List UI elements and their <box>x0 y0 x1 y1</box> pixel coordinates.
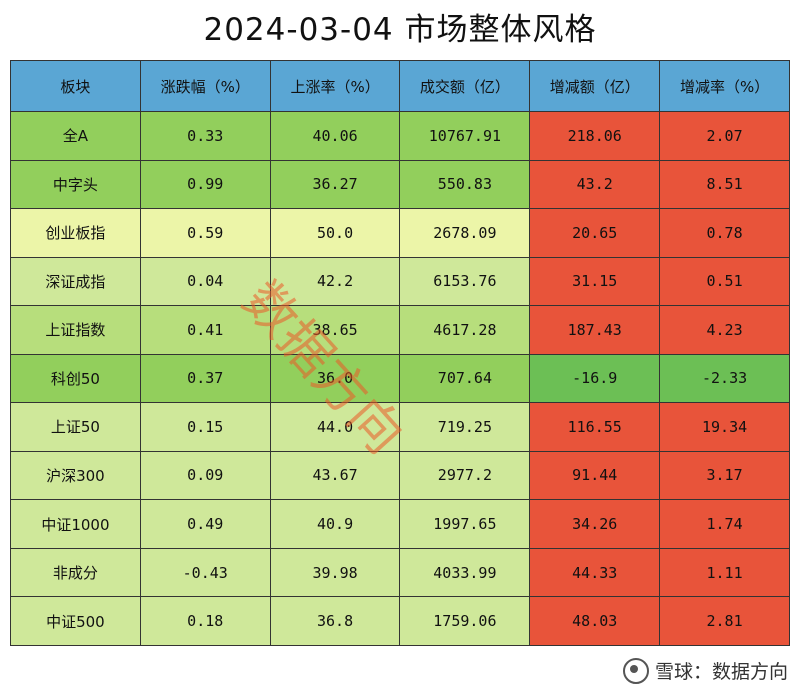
cell-delta-rate: 1.11 <box>659 547 790 598</box>
column-header-change: 涨跌幅（%） <box>139 60 271 112</box>
cell-turnover: 707.64 <box>399 353 531 404</box>
cell-delta-rate: 1.74 <box>659 499 790 549</box>
cell-rise-rate: 40.9 <box>269 499 401 549</box>
cell-turnover: 4617.28 <box>399 305 531 355</box>
cell-turnover: 2678.09 <box>399 208 531 258</box>
cell-delta: 20.65 <box>529 208 661 258</box>
snowball-logo-icon <box>622 657 649 684</box>
cell-change: 0.04 <box>139 256 271 307</box>
cell-rise-rate: 36.8 <box>269 596 401 646</box>
cell-change: 0.41 <box>139 305 271 355</box>
cell-delta-rate: 4.23 <box>659 305 790 355</box>
cell-delta: 34.26 <box>529 499 661 549</box>
table-row: 中证1000 0.49 40.9 1997.65 34.26 1.74 <box>10 499 790 549</box>
cell-turnover: 4033.99 <box>399 547 531 598</box>
cell-sector: 上证指数 <box>10 305 141 355</box>
cell-turnover: 10767.91 <box>399 111 531 161</box>
table-row: 中字头 0.99 36.27 550.83 43.2 8.51 <box>10 159 790 210</box>
cell-delta: 44.33 <box>529 547 661 598</box>
table-row: 上证50 0.15 44.0 719.25 116.55 19.34 <box>10 402 790 452</box>
cell-change: 0.37 <box>139 353 271 404</box>
cell-delta-rate: 2.07 <box>659 111 790 161</box>
column-header-delta-rate: 增减率（%） <box>659 60 790 112</box>
cell-delta-rate: 19.34 <box>659 402 790 452</box>
cell-change: -0.43 <box>139 547 271 598</box>
table-row: 深证成指 0.04 42.2 6153.76 31.15 0.51 <box>10 256 790 307</box>
cell-rise-rate: 50.0 <box>269 208 401 258</box>
cell-sector: 非成分 <box>10 547 141 598</box>
cell-sector: 沪深300 <box>10 450 141 501</box>
cell-rise-rate: 40.06 <box>269 111 401 161</box>
cell-change: 0.99 <box>139 159 271 210</box>
footer-credit: 雪球：数据方向 <box>622 657 788 684</box>
cell-turnover: 1759.06 <box>399 596 531 646</box>
cell-rise-rate: 43.67 <box>269 450 401 501</box>
cell-turnover: 2977.2 <box>399 450 531 501</box>
market-style-table: 板块 涨跌幅（%） 上涨率（%） 成交额（亿） 增减额（亿） 增减率（%） 全A… <box>10 60 790 646</box>
cell-delta: 218.06 <box>529 111 661 161</box>
table-header-row: 板块 涨跌幅（%） 上涨率（%） 成交额（亿） 增减额（亿） 增减率（%） <box>10 60 790 112</box>
cell-change: 0.09 <box>139 450 271 501</box>
cell-delta-rate: 2.81 <box>659 596 790 646</box>
cell-rise-rate: 44.0 <box>269 402 401 452</box>
cell-sector: 上证50 <box>10 402 141 452</box>
cell-delta-rate: 0.78 <box>659 208 790 258</box>
cell-delta: -16.9 <box>529 353 661 404</box>
cell-delta: 91.44 <box>529 450 661 501</box>
cell-rise-rate: 42.2 <box>269 256 401 307</box>
table-row: 沪深300 0.09 43.67 2977.2 91.44 3.17 <box>10 450 790 501</box>
cell-rise-rate: 39.98 <box>269 547 401 598</box>
cell-turnover: 719.25 <box>399 402 531 452</box>
table-row: 中证500 0.18 36.8 1759.06 48.03 2.81 <box>10 596 790 646</box>
cell-rise-rate: 36.0 <box>269 353 401 404</box>
cell-turnover: 6153.76 <box>399 256 531 307</box>
cell-change: 0.18 <box>139 596 271 646</box>
cell-sector: 全A <box>10 111 141 161</box>
table-row: 非成分 -0.43 39.98 4033.99 44.33 1.11 <box>10 547 790 598</box>
cell-sector: 中证1000 <box>10 499 141 549</box>
cell-delta-rate: 3.17 <box>659 450 790 501</box>
cell-delta: 31.15 <box>529 256 661 307</box>
cell-turnover: 1997.65 <box>399 499 531 549</box>
cell-delta-rate: 8.51 <box>659 159 790 210</box>
table-row: 科创50 0.37 36.0 707.64 -16.9 -2.33 <box>10 353 790 404</box>
cell-delta-rate: 0.51 <box>659 256 790 307</box>
cell-change: 0.15 <box>139 402 271 452</box>
column-header-rise-rate: 上涨率（%） <box>269 60 401 112</box>
cell-delta: 116.55 <box>529 402 661 452</box>
footer-text: 雪球：数据方向 <box>654 661 788 683</box>
cell-sector: 中字头 <box>10 159 141 210</box>
cell-delta: 187.43 <box>529 305 661 355</box>
table-row: 全A 0.33 40.06 10767.91 218.06 2.07 <box>10 111 790 161</box>
table-body: 全A 0.33 40.06 10767.91 218.06 2.07 中字头 0.99 36.2… <box>10 111 790 646</box>
cell-rise-rate: 36.27 <box>269 159 401 210</box>
cell-rise-rate: 38.65 <box>269 305 401 355</box>
cell-sector: 深证成指 <box>10 256 141 307</box>
table-row: 创业板指 0.59 50.0 2678.09 20.65 0.78 <box>10 208 790 258</box>
cell-delta: 48.03 <box>529 596 661 646</box>
cell-change: 0.33 <box>139 111 271 161</box>
cell-delta: 43.2 <box>529 159 661 210</box>
table-row: 上证指数 0.41 38.65 4617.28 187.43 4.23 <box>10 305 790 355</box>
cell-sector: 科创50 <box>10 353 141 404</box>
cell-sector: 中证500 <box>10 596 141 646</box>
column-header-turnover: 成交额（亿） <box>399 60 531 112</box>
cell-change: 0.49 <box>139 499 271 549</box>
cell-change: 0.59 <box>139 208 271 258</box>
column-header-delta: 增减额（亿） <box>529 60 661 112</box>
chart-title: 2024-03-04 市场整体风格 <box>203 12 597 48</box>
cell-turnover: 550.83 <box>399 159 531 210</box>
column-header-sector: 板块 <box>10 60 141 112</box>
cell-sector: 创业板指 <box>10 208 141 258</box>
cell-delta-rate: -2.33 <box>659 353 790 404</box>
